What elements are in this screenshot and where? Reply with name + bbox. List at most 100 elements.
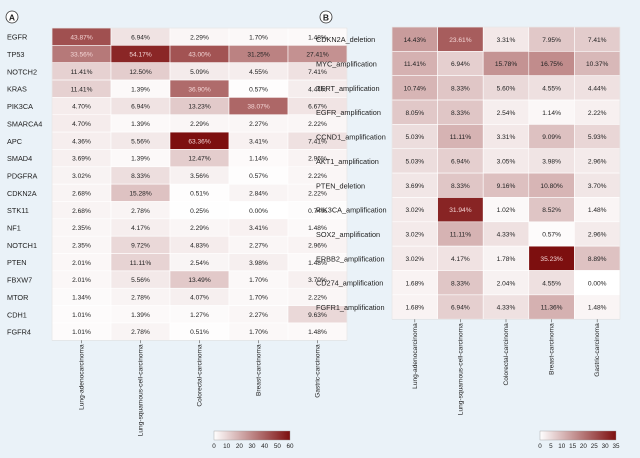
- cell-value: 4.44%: [308, 86, 327, 93]
- cell-value: 2.27%: [249, 121, 268, 128]
- row-label: FGFR4: [7, 328, 31, 337]
- cell-value: 4.44%: [588, 85, 607, 92]
- cell-value: 1.39%: [131, 312, 150, 319]
- cell-value: 8.33%: [451, 280, 470, 287]
- cell-value: 7.41%: [308, 69, 327, 76]
- row-label: SMAD4: [7, 154, 32, 163]
- row-label: EGFR_amplification: [316, 108, 381, 117]
- cell-value: 0.74%: [308, 208, 327, 215]
- row-label: PIK3CA_amplification: [316, 206, 387, 215]
- cell-value: 63.36%: [188, 138, 211, 145]
- cell-value: 11.41%: [404, 61, 426, 68]
- cell-value: 7.41%: [308, 138, 327, 145]
- row-label: EGFR: [7, 33, 27, 42]
- row-label: CD274_amplification: [316, 279, 383, 288]
- heatmap-cell: [437, 51, 484, 76]
- cell-value: 1.01%: [72, 329, 91, 336]
- legend-tick-label: 30: [248, 443, 256, 450]
- cell-value: 2.22%: [308, 173, 327, 180]
- cell-value: 1.02%: [497, 207, 516, 214]
- cell-value: 9.63%: [308, 312, 327, 319]
- column-label: Lung-squamous-cell-carcinoma: [138, 344, 145, 436]
- cell-value: 1.39%: [131, 156, 150, 163]
- cell-value: 4.33%: [497, 305, 516, 312]
- heatmap-cell: [482, 221, 530, 247]
- cell-value: 14.43%: [404, 37, 427, 44]
- cell-value: 2.54%: [190, 260, 209, 267]
- cell-value: 6.94%: [451, 61, 470, 68]
- column-label: Lung-adenocarcinoma: [412, 323, 419, 389]
- heatmap-cell: [574, 124, 621, 150]
- cell-value: 35.23%: [540, 256, 563, 263]
- cell-value: 4.55%: [542, 85, 561, 92]
- cell-value: 27.41%: [306, 52, 329, 59]
- row-label: KRAS: [7, 85, 27, 94]
- heatmap-cell: [482, 51, 530, 76]
- cell-value: 5.60%: [497, 85, 516, 92]
- cell-value: 0.00%: [249, 208, 268, 215]
- heatmap-cell: [528, 221, 575, 247]
- heatmap-cell: [482, 270, 530, 296]
- cell-value: 2.78%: [131, 329, 150, 336]
- legend-tick-label: 0: [212, 443, 216, 450]
- heatmap-cell: [528, 172, 575, 198]
- cell-value: 11.11%: [130, 260, 152, 267]
- heatmap-cell: [482, 172, 530, 198]
- heatmap-cell: [391, 197, 438, 223]
- heatmap-cell: [391, 294, 438, 320]
- row-label: SMARCA4: [7, 119, 42, 128]
- cell-value: 1.48%: [308, 34, 327, 41]
- cell-value: 1.48%: [308, 260, 327, 267]
- cell-value: 2.22%: [308, 121, 327, 128]
- cell-value: 8.52%: [542, 207, 561, 214]
- cell-value: 4.83%: [190, 242, 209, 249]
- cell-value: 11.11%: [450, 134, 472, 141]
- cell-value: 6.94%: [451, 305, 470, 312]
- heatmap-cell: [574, 294, 621, 320]
- heatmap-cell: [574, 99, 621, 125]
- cell-value: 0.51%: [190, 190, 209, 197]
- cell-value: 1.01%: [72, 312, 91, 319]
- cell-value: 4.70%: [72, 121, 91, 128]
- cell-value: 2.68%: [72, 208, 91, 215]
- heatmap-cell: [482, 99, 530, 125]
- cell-value: 4.55%: [542, 280, 561, 287]
- cell-value: 1.14%: [542, 110, 561, 117]
- cell-value: 3.70%: [308, 277, 327, 284]
- row-label: TP53: [7, 50, 24, 59]
- cell-value: 11.11%: [450, 232, 472, 239]
- row-label: SOX2_amplification: [316, 230, 380, 239]
- legend-tick-label: 50: [274, 443, 282, 450]
- cell-value: 4.55%: [249, 69, 268, 76]
- row-label: NOTCH1: [7, 241, 37, 250]
- cell-value: 0.51%: [190, 329, 209, 336]
- cell-value: 2.22%: [588, 110, 607, 117]
- heatmap-cell: [437, 294, 484, 320]
- row-label: ERBB2_amplification: [316, 254, 385, 263]
- cell-value: 12.50%: [129, 69, 152, 76]
- row-label: AKT1_amplification: [316, 157, 379, 166]
- cell-value: 2.22%: [308, 190, 327, 197]
- cell-value: 8.33%: [451, 85, 470, 92]
- column-label: Breast-carcinoma: [549, 323, 556, 375]
- row-label: CDH1: [7, 310, 27, 319]
- cell-value: 1.68%: [405, 280, 424, 287]
- cell-value: 3.41%: [249, 225, 268, 232]
- cell-value: 0.25%: [190, 208, 209, 215]
- cell-value: 10.74%: [404, 85, 427, 92]
- cell-value: 5.56%: [131, 277, 150, 284]
- cell-value: 2.01%: [72, 260, 91, 267]
- cell-value: 38.07%: [247, 104, 270, 111]
- cell-value: 2.22%: [308, 295, 327, 302]
- cell-value: 1.48%: [588, 305, 607, 312]
- cell-value: 3.02%: [405, 207, 424, 214]
- cell-value: 1.34%: [72, 295, 91, 302]
- cell-value: 1.27%: [190, 312, 209, 319]
- cell-value: 2.84%: [249, 190, 268, 197]
- legend-tick-label: 30: [602, 443, 610, 450]
- cell-value: 0.00%: [588, 280, 607, 287]
- cell-value: 5.03%: [405, 159, 424, 166]
- cell-value: 3.02%: [405, 232, 424, 239]
- heatmap-cell: [482, 197, 530, 223]
- cell-value: 7.95%: [542, 37, 561, 44]
